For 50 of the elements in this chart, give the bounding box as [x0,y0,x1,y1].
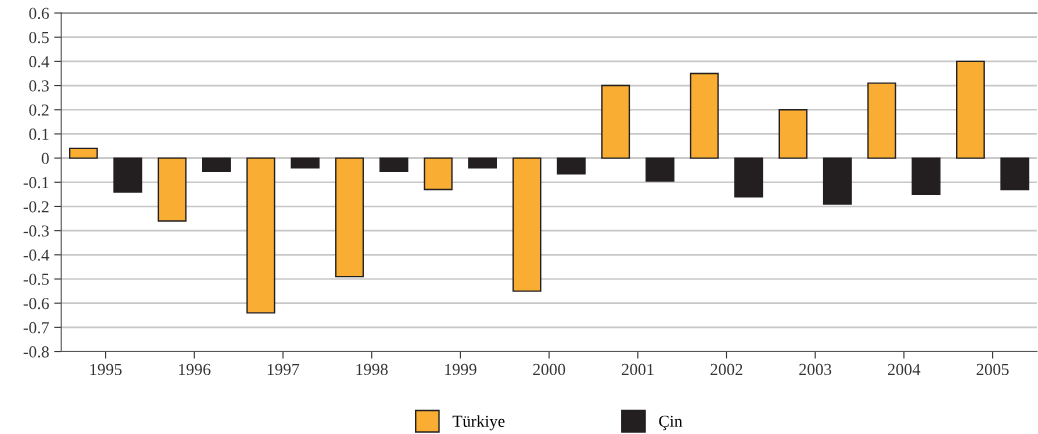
x-tick-label: 1997 [267,363,300,376]
y-tick-label: -0.7 [23,322,49,334]
y-tick-label: 0.1 [29,128,49,140]
bar [867,82,897,159]
bar [113,157,143,193]
y-tick-label: 0.4 [29,56,50,68]
bar [778,109,808,159]
bar [157,157,187,222]
bar [68,147,98,159]
bar [468,157,498,169]
y-tick-label: -0.4 [23,249,50,261]
bar [645,157,675,182]
x-tick-label: 2002 [710,363,743,376]
y-tick-label: -0.8 [23,346,49,358]
bar [689,72,719,159]
y-tick-label: -0.2 [23,201,49,213]
x-tick-label: 1995 [90,363,122,376]
bar [556,157,586,175]
x-tick-label: 1999 [445,363,477,376]
bar [335,157,364,278]
bar [911,157,941,196]
x-tick-label: 1998 [356,363,388,376]
bar [379,157,409,173]
bar [822,157,852,205]
y-tick-label: 0.6 [29,7,49,20]
bar [1000,157,1030,191]
legend-label: Türkiye [452,415,505,431]
legend-label: Çin [659,415,683,431]
bar [290,157,320,169]
bar [601,84,631,159]
y-tick-label: 0.3 [29,80,49,92]
y-tick-label: -0.1 [23,176,49,189]
x-tick-label: 2005 [976,363,1009,376]
y-tick-label: -0.6 [23,297,49,310]
bar [246,157,276,314]
x-tick-label: 2001 [621,363,654,376]
bar [734,157,764,198]
bar [955,60,985,159]
y-tick-label: -0.3 [23,225,49,237]
y-tick-label: 0 [41,152,49,165]
x-tick-label: 1996 [179,363,211,376]
x-tick-label: 2003 [799,363,832,376]
bar [202,157,231,173]
x-tick-label: 2004 [887,363,921,376]
x-tick-label: 2000 [533,363,566,376]
y-tick-label: 0.5 [29,31,49,44]
y-tick-label: -0.5 [23,273,49,286]
bar [512,157,542,292]
bar [423,157,453,191]
y-tick-label: 0.2 [29,104,49,116]
